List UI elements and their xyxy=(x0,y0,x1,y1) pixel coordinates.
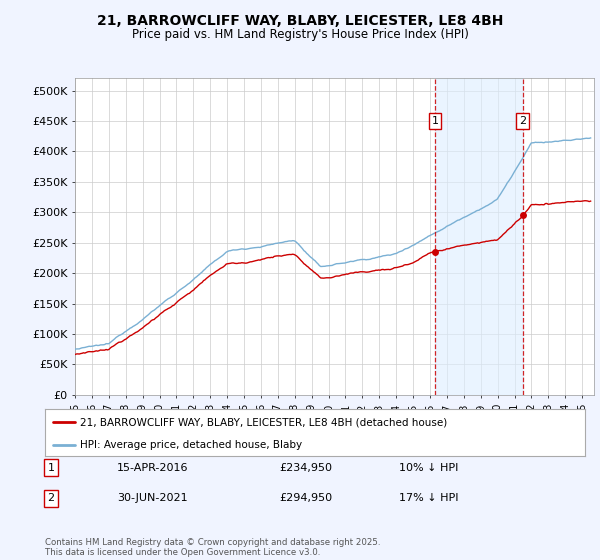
Text: 1: 1 xyxy=(431,116,439,126)
Text: 2: 2 xyxy=(519,116,526,126)
Text: 17% ↓ HPI: 17% ↓ HPI xyxy=(399,493,458,503)
Text: 2: 2 xyxy=(47,493,55,503)
Text: £294,950: £294,950 xyxy=(279,493,332,503)
Text: 21, BARROWCLIFF WAY, BLABY, LEICESTER, LE8 4BH: 21, BARROWCLIFF WAY, BLABY, LEICESTER, L… xyxy=(97,14,503,28)
Text: Price paid vs. HM Land Registry's House Price Index (HPI): Price paid vs. HM Land Registry's House … xyxy=(131,28,469,41)
Text: 1: 1 xyxy=(47,463,55,473)
Text: Contains HM Land Registry data © Crown copyright and database right 2025.
This d: Contains HM Land Registry data © Crown c… xyxy=(45,538,380,557)
Text: 21, BARROWCLIFF WAY, BLABY, LEICESTER, LE8 4BH (detached house): 21, BARROWCLIFF WAY, BLABY, LEICESTER, L… xyxy=(80,417,448,427)
Text: 10% ↓ HPI: 10% ↓ HPI xyxy=(399,463,458,473)
Text: HPI: Average price, detached house, Blaby: HPI: Average price, detached house, Blab… xyxy=(80,440,302,450)
Text: 15-APR-2016: 15-APR-2016 xyxy=(117,463,188,473)
Bar xyxy=(435,78,523,395)
Text: £234,950: £234,950 xyxy=(279,463,332,473)
Text: 30-JUN-2021: 30-JUN-2021 xyxy=(117,493,188,503)
